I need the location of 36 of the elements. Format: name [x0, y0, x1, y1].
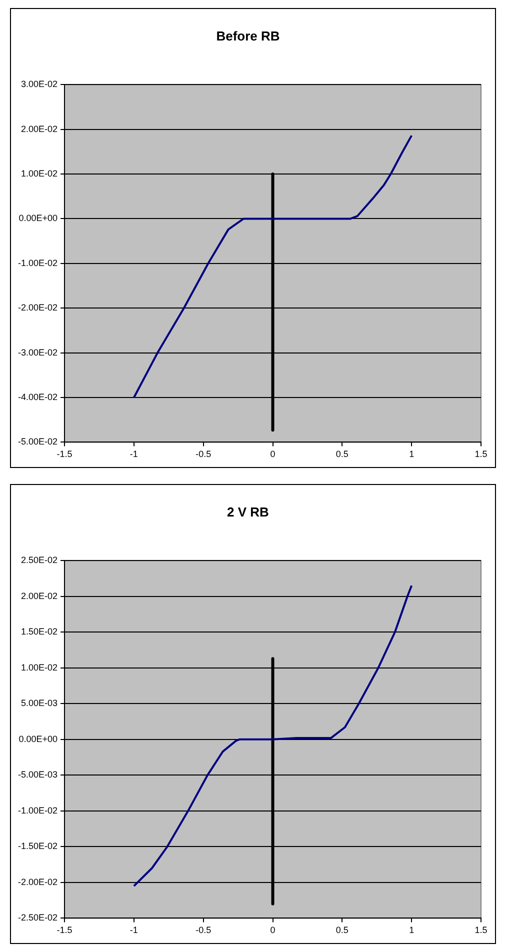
x-tick-label: 0.5 [336, 449, 348, 460]
chart-title: 2 V RB [227, 504, 269, 520]
x-tick-label: 0.5 [336, 925, 348, 936]
y-tick-label: -2.00E-02 [18, 876, 58, 887]
x-tick-label: 0 [270, 449, 276, 460]
y-tick-label: 2.50E-02 [20, 555, 58, 566]
y-tick-label: 0.00E+00 [18, 213, 58, 224]
y-tick-label: -4.00E-02 [18, 392, 58, 402]
chart-title: Before RB [216, 28, 280, 44]
y-tick-label: 1.00E-02 [20, 662, 58, 672]
x-tick-label: 1.5 [474, 925, 488, 936]
y-tick-label: -5.00E-02 [18, 436, 58, 447]
x-tick-label: -0.5 [196, 925, 212, 936]
y-tick-label: 2.00E-02 [20, 590, 58, 601]
x-tick-label: -1 [130, 449, 138, 460]
y-tick-label: -1.50E-02 [18, 841, 58, 852]
y-tick-label: 1.00E-02 [20, 168, 58, 178]
y-tick-label: 0.00E+00 [18, 734, 58, 744]
y-tick-label: 5.00E-03 [20, 698, 58, 708]
y-tick-label: -5.00E-03 [18, 770, 58, 780]
x-tick-label: 1.5 [474, 449, 488, 460]
x-tick-label: 1 [409, 925, 414, 936]
x-tick-label: -1 [130, 925, 138, 936]
x-tick-label: -1.5 [56, 925, 72, 936]
y-tick-label: -1.00E-02 [18, 258, 58, 268]
y-tick-label: 1.50E-02 [20, 626, 58, 637]
x-tick-label: -1.5 [56, 449, 72, 460]
y-tick-label: -2.00E-02 [18, 302, 58, 313]
y-tick-label: -1.00E-02 [18, 805, 58, 816]
x-tick-label: 0 [270, 925, 276, 936]
x-tick-label: 1 [409, 449, 414, 460]
y-tick-label: -2.50E-02 [18, 912, 58, 923]
y-tick-label: 2.00E-02 [20, 124, 58, 134]
y-tick-label: -3.00E-02 [18, 347, 58, 358]
x-tick-label: -0.5 [196, 449, 212, 460]
y-tick-label: 3.00E-02 [20, 79, 58, 90]
